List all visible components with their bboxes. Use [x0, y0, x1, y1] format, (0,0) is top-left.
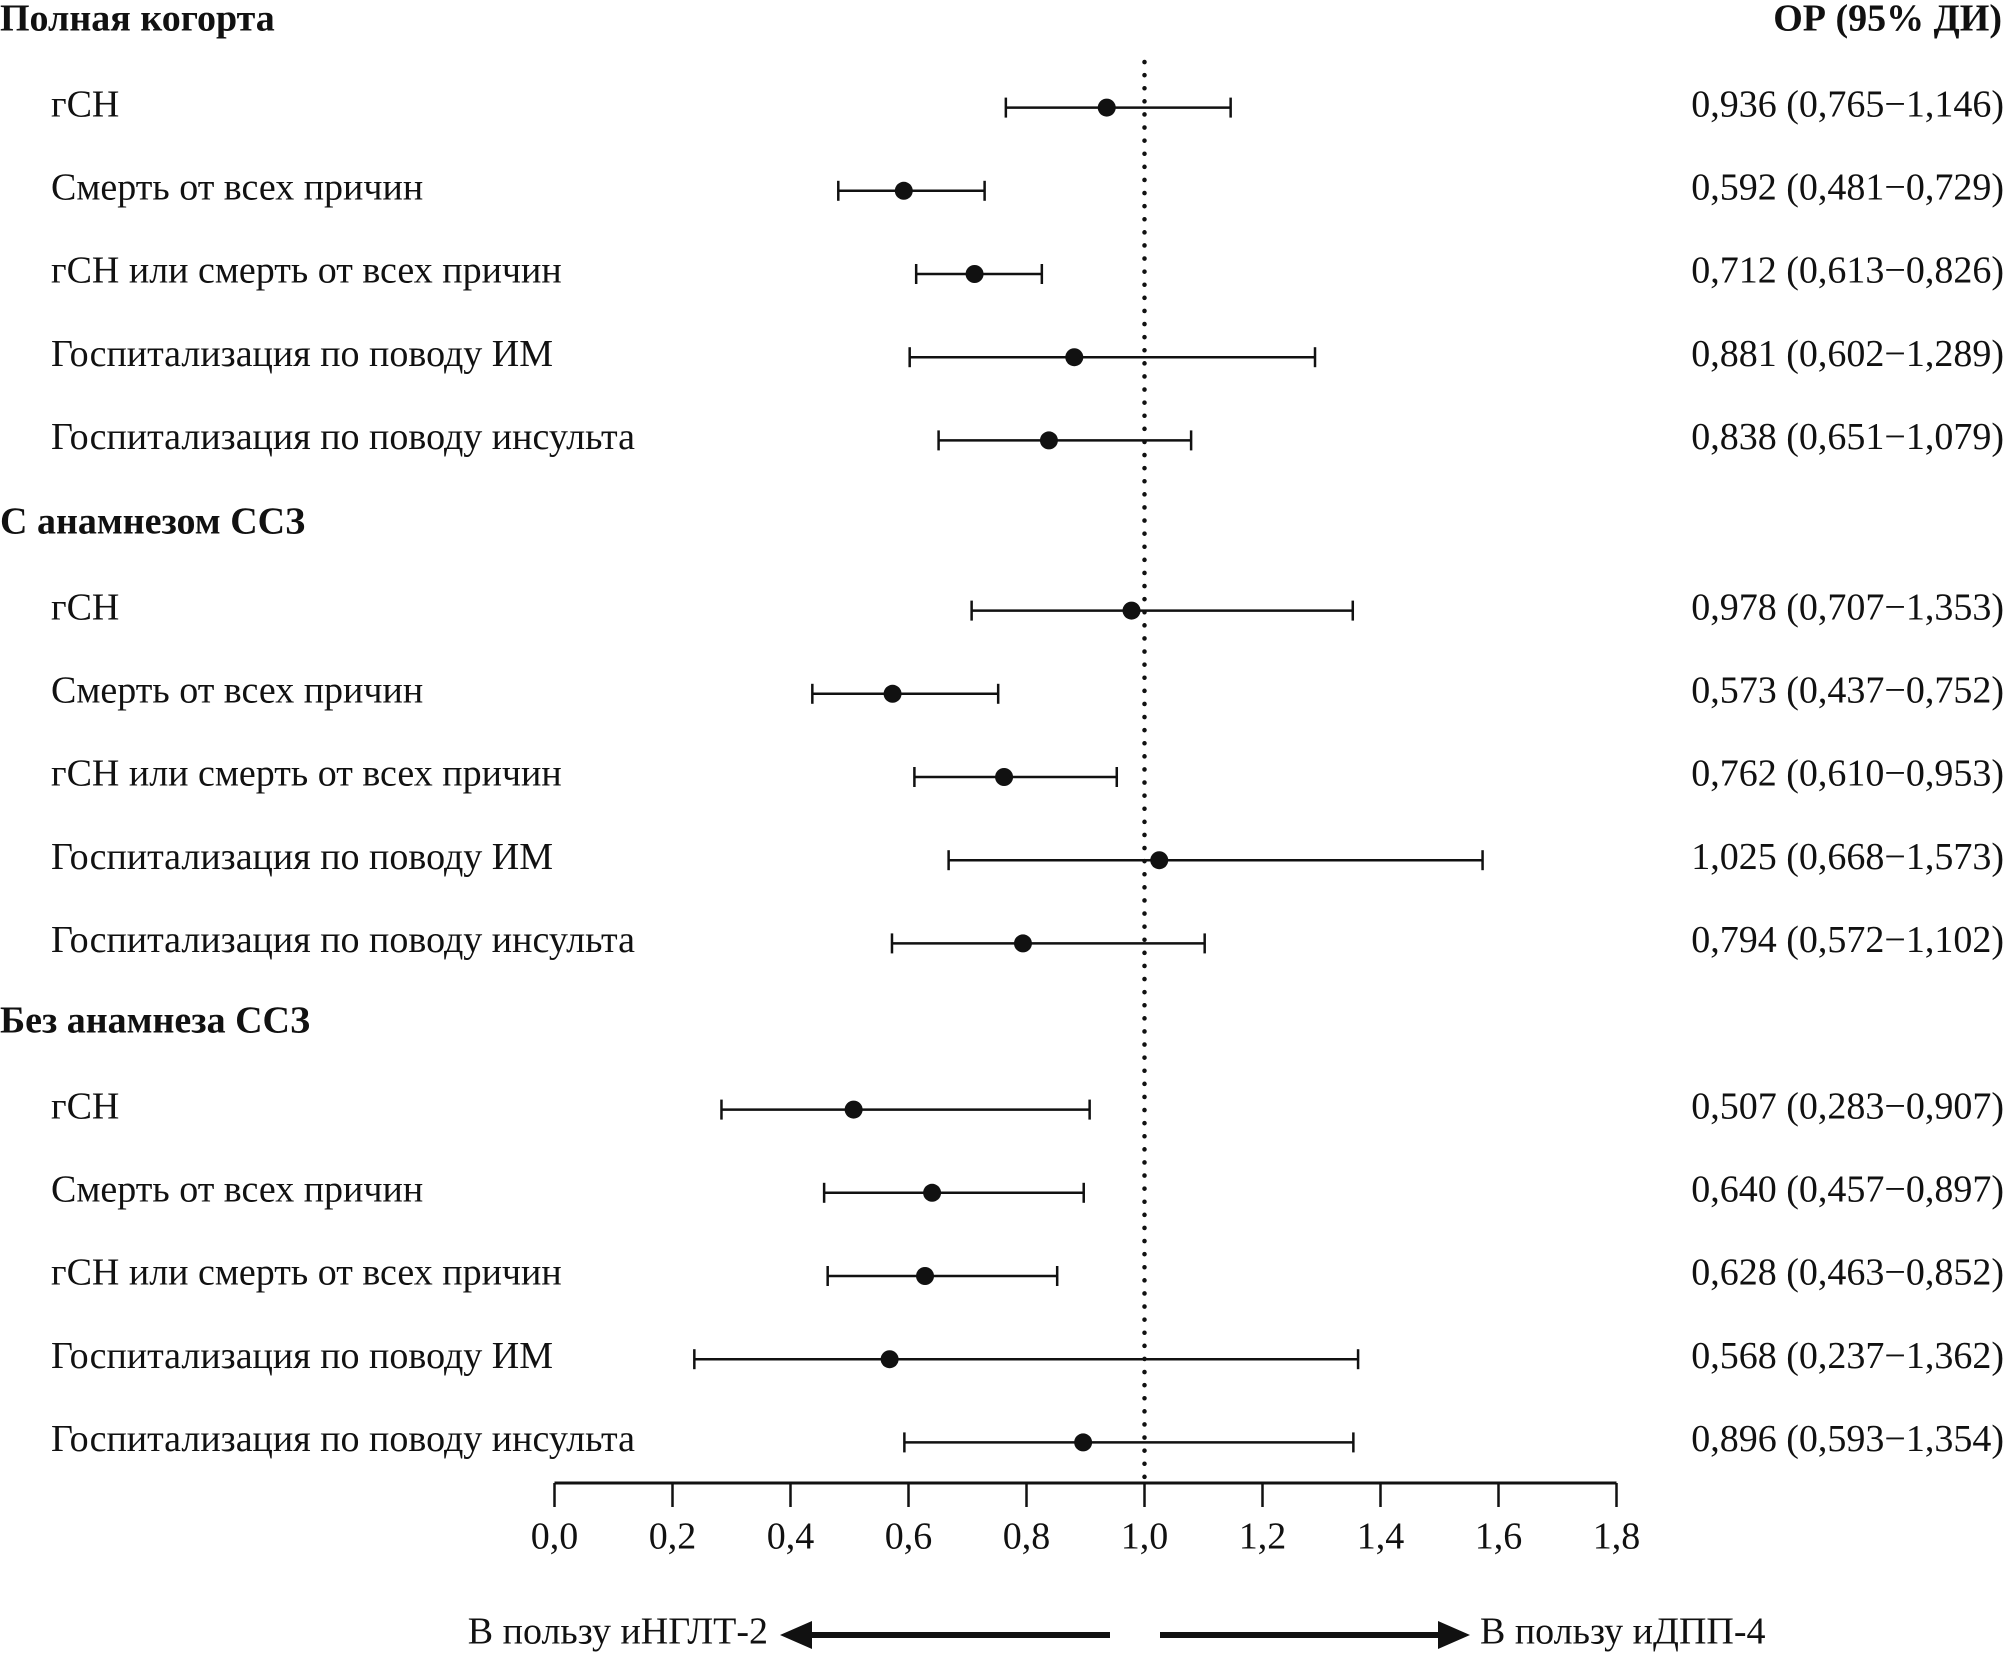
- row-estimate-text: 0,712 (0,613−0,826): [1691, 250, 2004, 292]
- point-estimate: [995, 768, 1014, 786]
- row-estimate-text: 0,640 (0,457−0,897): [1691, 1169, 2004, 1211]
- row-estimate-text: 0,507 (0,283−0,907): [1691, 1085, 2004, 1127]
- point-estimate: [844, 1100, 863, 1119]
- point-estimate: [1150, 851, 1169, 870]
- arrow-left-label: В пользу иНГЛТ-2: [468, 1611, 768, 1653]
- row-label: гСН: [51, 1085, 119, 1127]
- row-estimate-text: 0,762 (0,610−0,953): [1691, 753, 2004, 795]
- row-label: гСН или смерть от всех причин: [51, 1252, 562, 1294]
- point-estimate: [923, 1183, 942, 1202]
- x-tick-label: 0,8: [1003, 1516, 1051, 1558]
- column-header: ОР (95% ДИ): [1773, 0, 2002, 40]
- point-estimate: [1074, 1433, 1093, 1452]
- row-estimate-text: 0,573 (0,437−0,752): [1691, 670, 2004, 712]
- row-label: Госпитализация по поводу ИМ: [51, 836, 553, 878]
- point-estimate: [916, 1267, 935, 1285]
- point-estimate: [1039, 431, 1058, 450]
- arrow-right-label: В пользу иДПП-4: [1480, 1611, 1765, 1653]
- row-estimate-text: 0,881 (0,602−1,289): [1691, 333, 2004, 375]
- x-tick-label: 0,2: [649, 1516, 697, 1558]
- row-label: Госпитализация по поводу инсульта: [51, 1418, 635, 1460]
- x-tick-label: 1,6: [1475, 1516, 1523, 1558]
- point-estimate: [880, 1350, 899, 1369]
- group-heading: С анамнезом ССЗ: [0, 501, 305, 543]
- row-estimate-text: 0,568 (0,237−1,362): [1691, 1335, 2004, 1377]
- x-tick-label: 0,4: [767, 1516, 815, 1558]
- row-label: Смерть от всех причин: [51, 167, 423, 209]
- row-label: Госпитализация по поводу ИМ: [51, 1335, 553, 1377]
- point-estimate: [1013, 934, 1032, 953]
- point-estimate: [965, 265, 984, 283]
- point-estimate: [1122, 601, 1141, 620]
- row-estimate-text: 0,628 (0,463−0,852): [1691, 1252, 2004, 1294]
- x-tick-label: 0,6: [885, 1516, 933, 1558]
- row-label: Смерть от всех причин: [51, 670, 423, 712]
- row-estimate-text: 0,794 (0,572−1,102): [1691, 919, 2004, 961]
- arrow-right-head: [1438, 1621, 1470, 1649]
- row-label: гСН: [51, 586, 119, 628]
- row-estimate-text: 0,838 (0,651−1,079): [1691, 416, 2004, 458]
- group-heading: Полная когорта: [0, 0, 275, 40]
- row-estimate-text: 0,978 (0,707−1,353): [1691, 586, 2004, 628]
- point-estimate: [894, 181, 913, 200]
- point-estimate: [883, 684, 902, 703]
- x-tick-label: 1,0: [1121, 1516, 1169, 1558]
- row-estimate-text: 0,592 (0,481−0,729): [1691, 167, 2004, 209]
- row-label: Госпитализация по поводу инсульта: [51, 416, 635, 458]
- row-label: Госпитализация по поводу инсульта: [51, 919, 635, 961]
- row-estimate-text: 0,896 (0,593−1,354): [1691, 1418, 2004, 1460]
- row-estimate-text: 1,025 (0,668−1,573): [1691, 836, 2004, 878]
- arrow-left-head: [780, 1621, 812, 1649]
- x-tick-label: 1,2: [1239, 1516, 1287, 1558]
- point-estimate: [1097, 98, 1116, 117]
- row-label: гСН или смерть от всех причин: [51, 753, 562, 795]
- row-label: Смерть от всех причин: [51, 1169, 423, 1211]
- x-tick-label: 1,4: [1357, 1516, 1405, 1558]
- point-estimate: [1065, 348, 1084, 367]
- group-heading: Без анамнеза ССЗ: [0, 1000, 310, 1042]
- row-label: Госпитализация по поводу ИМ: [51, 333, 553, 375]
- x-tick-label: 0,0: [531, 1516, 579, 1558]
- row-label: гСН или смерть от всех причин: [51, 250, 562, 292]
- row-label: гСН: [51, 83, 119, 125]
- row-estimate-text: 0,936 (0,765−1,146): [1691, 83, 2004, 125]
- x-tick-label: 1,8: [1593, 1516, 1641, 1558]
